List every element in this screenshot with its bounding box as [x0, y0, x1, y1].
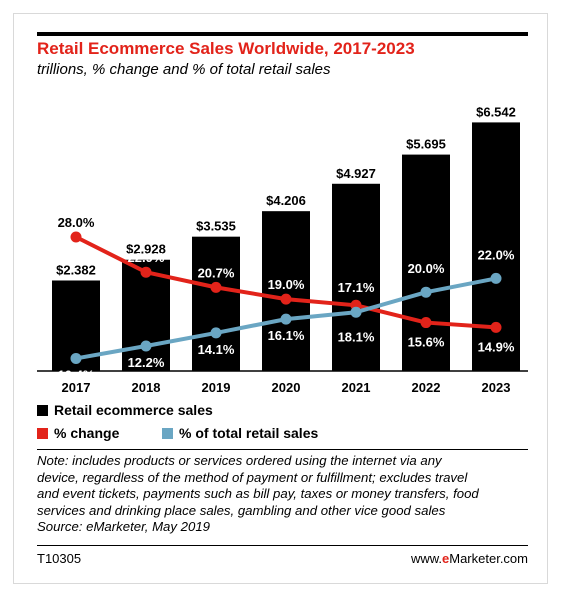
share-label-2017: 10.4%: [58, 367, 95, 382]
chart-code: T10305: [37, 551, 82, 566]
bar-label-2020: $4.206: [266, 193, 306, 208]
change-label-2023: 14.9%: [478, 339, 515, 354]
change-label-2020: 19.0%: [268, 277, 305, 292]
chart-title: Retail Ecommerce Sales Worldwide, 2017-2…: [37, 39, 415, 58]
legend-item-share: % of total retail sales: [162, 425, 318, 441]
brand-prefix: www.: [410, 551, 443, 566]
share-label-2022: 20.0%: [408, 261, 445, 276]
legend-item-sales: Retail ecommerce sales: [37, 402, 213, 418]
change-point-2018: [140, 266, 152, 278]
change-point-2019: [210, 281, 222, 293]
bar-label-2018: $2.928: [126, 242, 166, 257]
legend-label-share: % of total retail sales: [179, 425, 319, 441]
bar-2020: [262, 211, 310, 371]
bar-2019: [192, 236, 240, 371]
share-point-2021: [350, 306, 362, 318]
brand-mark: e: [442, 551, 450, 566]
x-tick-2017: 2017: [62, 380, 91, 395]
chart-subtitle: trillions, % change and % of total retai…: [37, 61, 331, 78]
change-label-2017: 28.0%: [58, 215, 95, 230]
legend-swatch-sales: [37, 404, 48, 416]
share-label-2019: 14.1%: [198, 342, 235, 357]
share-label-2018: 12.2%: [128, 355, 165, 370]
x-tick-2023: 2023: [482, 380, 511, 395]
bar-label-2017: $2.382: [56, 262, 96, 277]
share-label-2023: 22.0%: [478, 247, 515, 262]
x-tick-2020: 2020: [272, 380, 301, 395]
legend-item-change: % change: [37, 425, 119, 441]
share-point-2020: [280, 313, 292, 325]
change-point-2022: [420, 317, 432, 329]
x-tick-2022: 2022: [412, 380, 441, 395]
legend-swatch-change: [37, 427, 48, 439]
change-label-2021: 18.1%: [338, 329, 375, 344]
share-point-2017: [70, 352, 82, 364]
change-label-2018: 22.9%: [128, 250, 165, 265]
x-tick-2019: 2019: [202, 380, 231, 395]
bar-label-2021: $4.927: [336, 166, 376, 181]
bar-2022: [402, 154, 450, 371]
share-label-2020: 16.1%: [268, 328, 305, 343]
change-label-2022: 15.6%: [408, 335, 445, 350]
legend-label-change: % change: [54, 425, 120, 441]
legend-swatch-share: [162, 427, 173, 439]
chart-frame: [13, 13, 548, 584]
bar-2021: [332, 183, 380, 371]
brand-link[interactable]: www.eMarketer.com: [411, 551, 528, 566]
change-point-2017: [70, 231, 82, 243]
brand-suffix: Marketer.com: [449, 551, 528, 566]
change-label-2019: 20.7%: [198, 265, 235, 280]
bar-2018: [122, 259, 170, 371]
bar-label-2023: $6.542: [476, 104, 516, 119]
bar-label-2019: $3.535: [196, 219, 236, 234]
legend-label-sales: Retail ecommerce sales: [54, 402, 213, 418]
title-rule: [37, 32, 528, 36]
source-note: Note: includes products or services orde…: [37, 453, 479, 535]
share-point-2019: [210, 327, 222, 339]
bar-label-2022: $5.695: [406, 137, 446, 152]
x-tick-2018: 2018: [132, 380, 161, 395]
x-tick-2021: 2021: [342, 380, 371, 395]
share-point-2023: [490, 272, 502, 284]
share-point-2022: [420, 286, 432, 298]
share-label-2021: 17.1%: [338, 280, 375, 295]
change-point-2023: [490, 321, 502, 333]
note-divider-top: [37, 449, 528, 450]
share-point-2018: [140, 340, 152, 352]
note-divider-bottom: [37, 545, 528, 546]
change-point-2020: [280, 293, 292, 305]
